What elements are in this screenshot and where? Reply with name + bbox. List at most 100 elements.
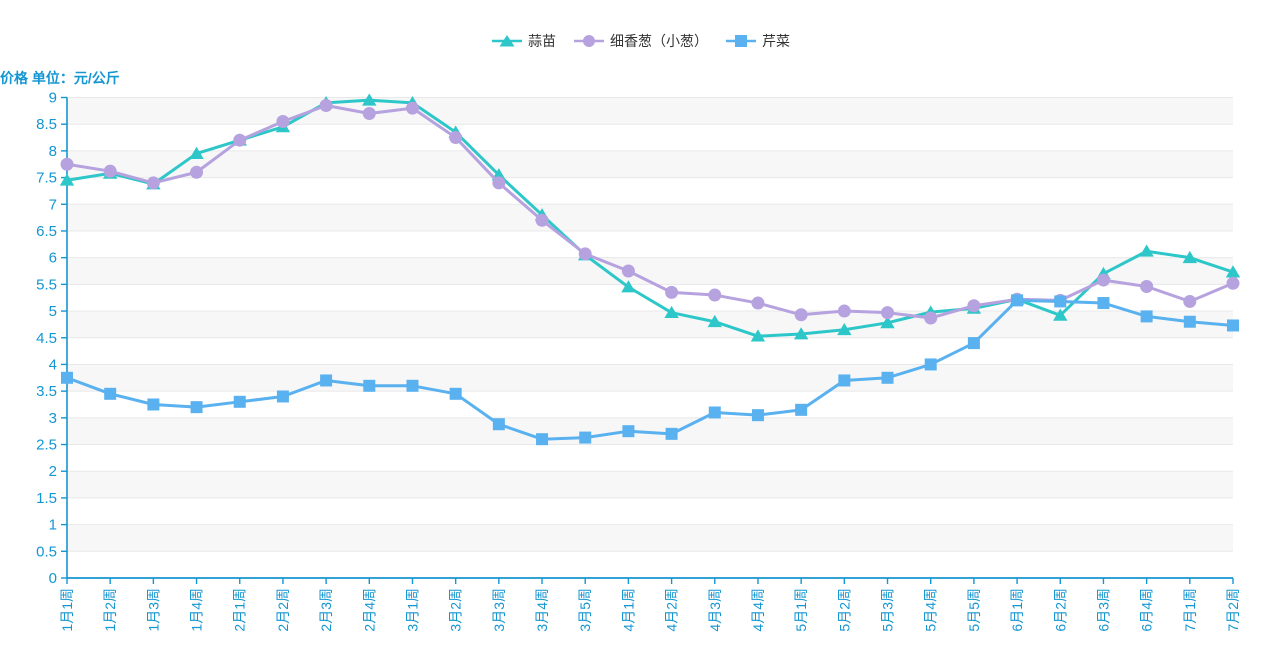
legend-item-0[interactable]: 蒜苗: [492, 31, 556, 51]
legend-square-icon: [726, 35, 756, 47]
series-1-point-19[interactable]: [881, 306, 895, 320]
series-1-point-17[interactable]: [794, 308, 808, 322]
series-2-point-17[interactable]: [795, 403, 808, 416]
series-2-point-1[interactable]: [104, 387, 117, 400]
series-0-point-26[interactable]: [1182, 250, 1198, 264]
series-2-point-8[interactable]: [406, 379, 419, 392]
series-2-point-18[interactable]: [838, 374, 851, 387]
series-2-point-24[interactable]: [1097, 297, 1110, 310]
series-2-point-7[interactable]: [363, 379, 376, 392]
series-2-point-14[interactable]: [665, 427, 678, 440]
x-axis-tick-label: 2月3周: [318, 588, 334, 632]
x-axis-tick-label: 5月3周: [880, 588, 896, 632]
series-2-point-11[interactable]: [536, 433, 549, 446]
series-1-point-18[interactable]: [837, 304, 851, 318]
split-area-band: [67, 364, 1233, 392]
x-axis-tick-label: 2月2周: [275, 588, 291, 632]
legend-item-2[interactable]: 芹菜: [726, 31, 790, 51]
series-1-point-14[interactable]: [665, 285, 679, 299]
y-axis-tick-label: 0: [49, 570, 57, 587]
y-axis-tick-label: 0.5: [36, 543, 57, 560]
legend-label: 芹菜: [762, 33, 790, 49]
series-0-point-0[interactable]: [59, 173, 75, 186]
y-axis-tick-label: 8.5: [36, 116, 57, 133]
x-axis-tick-label: 5月4周: [923, 588, 939, 632]
series-1-point-5[interactable]: [276, 115, 290, 129]
x-axis-tick-label: 7月2周: [1225, 588, 1241, 632]
series-1-point-0[interactable]: [60, 157, 74, 171]
series-0-point-25[interactable]: [1139, 244, 1154, 257]
series-1-point-11[interactable]: [535, 213, 549, 227]
split-area-band: [67, 311, 1233, 338]
series-1-point-21[interactable]: [967, 299, 981, 313]
series-2-point-21[interactable]: [967, 337, 980, 350]
chart-legend: 蒜苗 细香葱（小葱） 芹菜: [492, 31, 790, 51]
series-0-point-13[interactable]: [621, 280, 636, 293]
x-axis-tick-label: 6月3周: [1095, 588, 1111, 632]
legend-label: 蒜苗: [528, 33, 556, 49]
series-1-point-24[interactable]: [1096, 273, 1110, 287]
x-axis-tick-label: 4月2周: [664, 588, 680, 632]
series-0-point-18[interactable]: [837, 322, 852, 336]
x-axis-tick-label: 2月4周: [361, 588, 377, 632]
series-1-point-20[interactable]: [924, 311, 938, 325]
y-axis-tick-label: 4.5: [36, 330, 57, 347]
series-1-point-13[interactable]: [621, 264, 635, 278]
series-1-point-3[interactable]: [190, 165, 204, 179]
series-0-point-27[interactable]: [1225, 265, 1241, 278]
series-2-point-23[interactable]: [1054, 295, 1067, 308]
series-2-point-6[interactable]: [320, 374, 333, 387]
series-2-point-16[interactable]: [751, 409, 764, 422]
series-0-point-19[interactable]: [880, 316, 895, 329]
series-1-point-27[interactable]: [1226, 276, 1240, 290]
series-2-point-2[interactable]: [147, 398, 160, 411]
x-axis-tick-label: 3月1周: [404, 588, 420, 632]
series-2-point-0[interactable]: [61, 371, 73, 384]
series-1-point-25[interactable]: [1140, 279, 1154, 293]
series-1-point-12[interactable]: [578, 247, 592, 261]
series-2-point-15[interactable]: [708, 406, 721, 419]
series-1-point-16[interactable]: [751, 296, 765, 310]
series-0-point-7[interactable]: [362, 93, 377, 106]
series-1-point-2[interactable]: [146, 176, 160, 190]
y-axis-tick-label: 5.5: [36, 276, 57, 293]
series-1-point-6[interactable]: [319, 99, 333, 113]
legend-label: 细香葱（小葱）: [610, 33, 708, 49]
series-1-point-8[interactable]: [405, 101, 419, 115]
series-0-point-15[interactable]: [707, 314, 722, 328]
series-0-point-14[interactable]: [664, 305, 679, 319]
legend-item-1[interactable]: 细香葱（小葱）: [574, 31, 708, 51]
series-2-point-5[interactable]: [276, 390, 289, 403]
series-1-point-1[interactable]: [103, 164, 117, 178]
series-1-point-10[interactable]: [492, 176, 506, 190]
series-2-point-4[interactable]: [233, 395, 246, 408]
series-0-point-3[interactable]: [189, 146, 204, 159]
x-axis-tick-label: 1月4周: [189, 588, 205, 632]
series-1-point-7[interactable]: [362, 107, 376, 121]
series-2-point-25[interactable]: [1140, 310, 1153, 323]
series-2-point-20[interactable]: [924, 358, 937, 371]
y-axis-tick-label: 5: [49, 303, 57, 320]
y-axis-tick-label: 2: [49, 463, 57, 480]
series-2-point-10[interactable]: [492, 418, 505, 431]
series-2-point-9[interactable]: [449, 387, 462, 400]
x-axis-tick-label: 3月4周: [534, 588, 550, 632]
series-0-point-23[interactable]: [1053, 308, 1068, 321]
series-2-point-27[interactable]: [1227, 319, 1239, 332]
series-1-point-15[interactable]: [708, 288, 722, 302]
series-1-point-9[interactable]: [449, 131, 463, 145]
x-axis-tick-label: 3月3周: [491, 588, 507, 632]
x-axis-tick-label: 2月1周: [232, 588, 248, 632]
series-1-point-26[interactable]: [1183, 294, 1197, 308]
series-2-point-22[interactable]: [1011, 294, 1024, 307]
series-1-point-4[interactable]: [233, 133, 247, 147]
series-2-point-3[interactable]: [190, 401, 203, 414]
series-0-point-17[interactable]: [793, 327, 809, 340]
legend-marker: [499, 35, 515, 47]
series-0-point-16[interactable]: [750, 329, 766, 342]
series-2-point-13[interactable]: [622, 425, 635, 438]
series-2-point-26[interactable]: [1183, 315, 1196, 328]
series-2-point-12[interactable]: [579, 431, 592, 444]
series-2-point-19[interactable]: [881, 371, 894, 384]
